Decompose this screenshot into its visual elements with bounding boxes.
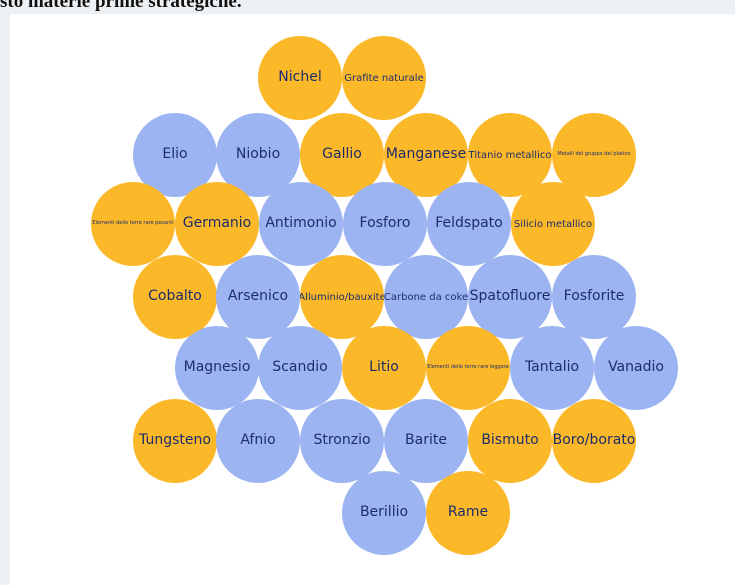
bubble-fosforite: Fosforite <box>552 255 636 339</box>
bubble-feldspato: Feldspato <box>427 182 511 266</box>
bubble-grafite-naturale: Grafite naturale <box>342 36 426 120</box>
bubble-alluminio-bauxite: Alluminio/bauxite <box>300 255 384 339</box>
bubble-gallio: Gallio <box>300 113 384 197</box>
bubble-label: Tantalio <box>524 359 580 376</box>
bubble-label: Alluminio/bauxite <box>300 291 384 303</box>
bubble-silicio-metallico: Silicio metallico <box>511 182 595 266</box>
bubble-carbone-da-coke: Carbone da coke <box>384 255 468 339</box>
bubble-fosforo: Fosforo <box>343 182 427 266</box>
bubble-elementi-delle-terre-rare-leggere: Elementi delle terre rare leggere <box>426 326 510 410</box>
bubble-berillio: Berillio <box>342 471 426 555</box>
bubble-label: Spatofluore <box>469 288 551 305</box>
bubble-arsenico: Arsenico <box>216 255 300 339</box>
bubble-label: Carbone da coke <box>384 291 468 303</box>
bubble-label: Scandio <box>272 359 328 376</box>
bubble-label: Gallio <box>322 146 362 163</box>
bubble-label: Germanio <box>182 215 252 232</box>
bubble-afnio: Afnio <box>216 399 300 483</box>
bubble-label: Fosforo <box>359 215 411 232</box>
bubble-label: Barite <box>405 432 447 449</box>
bubble-niobio: Niobio <box>216 113 300 197</box>
bubble-boro-borato: Boro/borato <box>552 399 636 483</box>
bubble-label: Feldspato <box>435 215 503 232</box>
bubble-antimonio: Antimonio <box>259 182 343 266</box>
bubble-label: Bismuto <box>481 432 539 449</box>
bubble-label: Arsenico <box>227 288 289 305</box>
bubble-label: Nichel <box>278 69 322 86</box>
bubble-label: Silicio metallico <box>513 218 593 230</box>
page-title: sto materie prime strategiche. <box>0 0 242 12</box>
bubble-tantalio: Tantalio <box>510 326 594 410</box>
bubble-elementi-delle-terre-rare-pesanti: Elementi delle terre rare pesanti <box>91 182 175 266</box>
bubble-label: Fosforite <box>563 288 625 305</box>
bubble-bismuto: Bismuto <box>468 399 552 483</box>
bubble-label: Grafite naturale <box>344 72 424 84</box>
bubble-tungsteno: Tungsteno <box>133 399 217 483</box>
bubble-label: Elementi delle terre rare leggere <box>427 364 509 371</box>
bubble-label: Elementi delle terre rare pesanti <box>92 220 174 227</box>
bubble-label: Litio <box>369 359 399 376</box>
bubble-magnesio: Magnesio <box>175 326 259 410</box>
bubble-spatofluore: Spatofluore <box>468 255 552 339</box>
bubble-stronzio: Stronzio <box>300 399 384 483</box>
bubble-label: Niobio <box>235 146 281 163</box>
bubble-litio: Litio <box>342 326 426 410</box>
bubble-label: Metalli del gruppo del platino <box>557 151 631 158</box>
bubble-nichel: Nichel <box>258 36 342 120</box>
bubble-label: Tungsteno <box>139 432 211 449</box>
bubble-vanadio: Vanadio <box>594 326 678 410</box>
bubble-elio: Elio <box>133 113 217 197</box>
bubble-label: Afnio <box>240 432 276 449</box>
bubble-barite: Barite <box>384 399 468 483</box>
bubble-titanio-metallico: Titanio metallico <box>468 113 552 197</box>
page-header: sto materie prime strategiche. <box>0 0 735 14</box>
bubble-germanio: Germanio <box>175 182 259 266</box>
bubble-label: Antimonio <box>265 215 337 232</box>
bubble-label: Elio <box>162 146 188 163</box>
bubble-label: Boro/borato <box>552 432 636 449</box>
bubble-scandio: Scandio <box>258 326 342 410</box>
bubble-rame: Rame <box>426 471 510 555</box>
bubble-label: Stronzio <box>313 432 371 449</box>
bubble-label: Cobalto <box>148 288 202 305</box>
bubble-manganese: Manganese <box>384 113 468 197</box>
bubble-label: Titanio metallico <box>468 149 552 161</box>
bubble-metalli-del-gruppo-del-platino: Metalli del gruppo del platino <box>552 113 636 197</box>
bubble-label: Vanadio <box>608 359 664 376</box>
bubble-label: Berillio <box>359 504 409 521</box>
bubble-label: Manganese <box>385 146 467 163</box>
bubble-label: Rame <box>447 504 489 521</box>
bubble-label: Magnesio <box>183 359 251 376</box>
bubble-cobalto: Cobalto <box>133 255 217 339</box>
